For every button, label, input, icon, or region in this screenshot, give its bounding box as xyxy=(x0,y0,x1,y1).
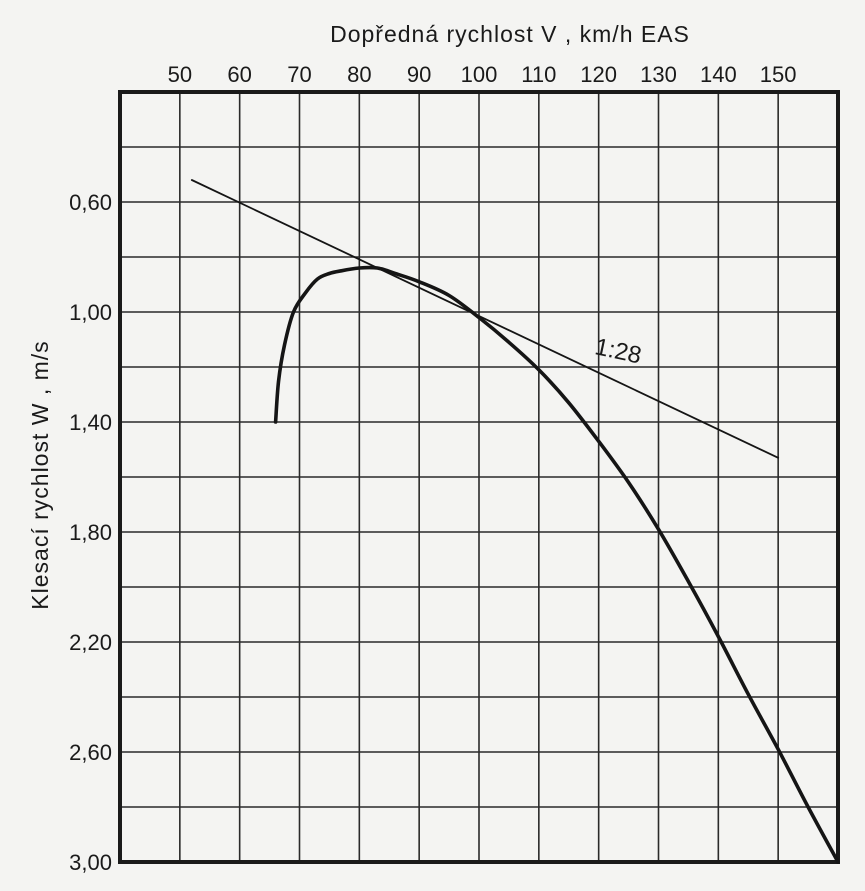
y-tick-label: 0,60 xyxy=(69,190,112,215)
x-tick-label: 120 xyxy=(580,62,617,87)
y-tick-label: 1,00 xyxy=(69,300,112,325)
y-tick-label: 1,40 xyxy=(69,410,112,435)
glide-ratio-label: 1:28 xyxy=(593,333,644,369)
x-tick-label: 90 xyxy=(407,62,431,87)
x-tick-label: 100 xyxy=(461,62,498,87)
grid xyxy=(120,92,838,862)
y-tick-label: 2,20 xyxy=(69,630,112,655)
y-tick-label: 1,80 xyxy=(69,520,112,545)
x-tick-label: 80 xyxy=(347,62,371,87)
glide-ratio-tangent-line xyxy=(190,179,780,459)
y-tick-label: 3,00 xyxy=(69,850,112,875)
x-tick-label: 130 xyxy=(640,62,677,87)
plot-frame xyxy=(118,90,840,864)
x-axis-title: Dopředná rychlost V , km/h EAS xyxy=(330,21,690,47)
y-tick-label: 2,60 xyxy=(69,740,112,765)
polar-curve-line xyxy=(273,265,840,864)
x-tick-label: 140 xyxy=(700,62,737,87)
x-tick-labels: 50 60 70 80 90 100 110 120 130 140 150 xyxy=(168,62,797,87)
annotations: 1:28 xyxy=(593,333,644,369)
x-tick-label: 60 xyxy=(227,62,251,87)
x-tick-label: 70 xyxy=(287,62,311,87)
x-tick-label: 110 xyxy=(521,62,556,87)
series-layer xyxy=(190,179,840,864)
x-tick-label: 150 xyxy=(760,62,797,87)
x-tick-label: 50 xyxy=(168,62,192,87)
y-axis-title: Klesací rychlost W , m/s xyxy=(27,340,53,609)
y-tick-labels: 0,60 1,00 1,40 1,80 2,20 2,60 3,00 xyxy=(69,190,112,875)
